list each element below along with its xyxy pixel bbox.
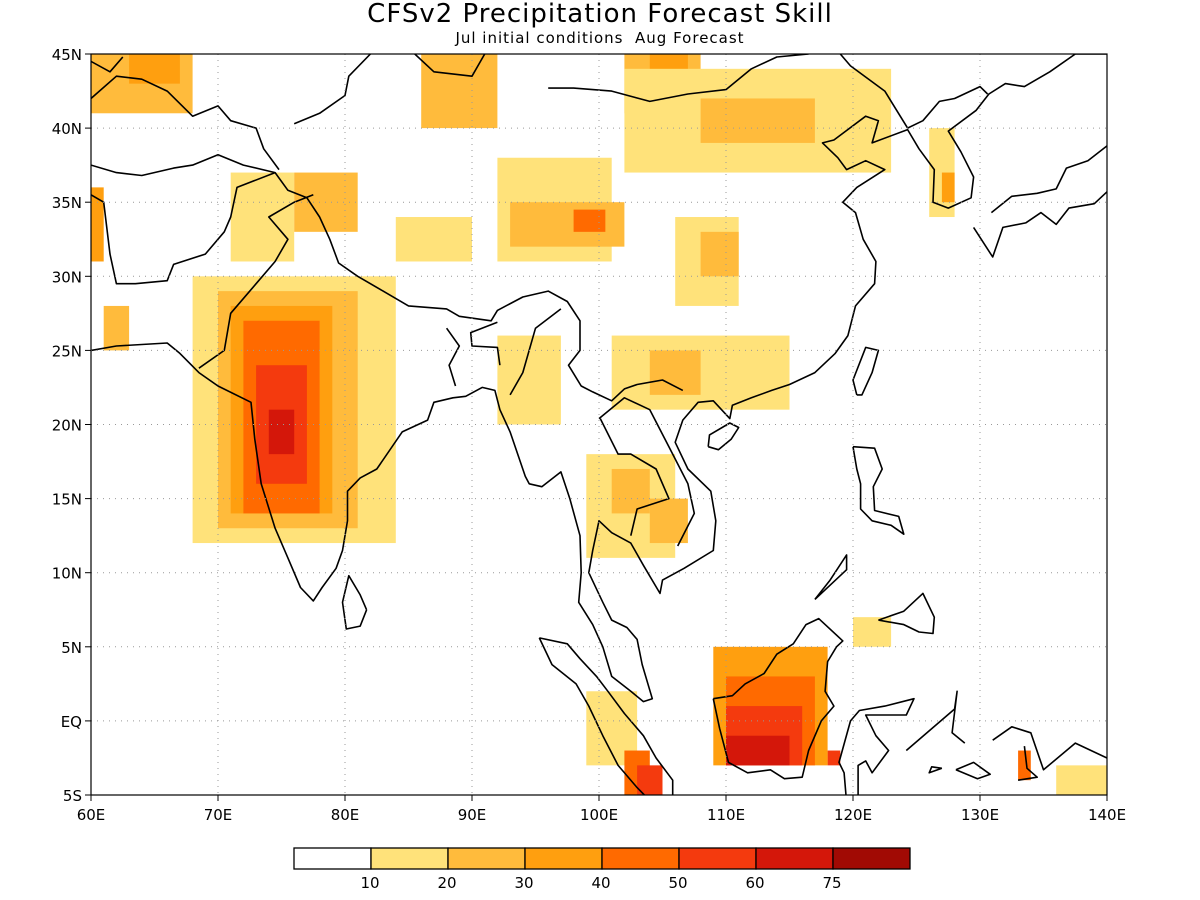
coastline-segment-25 [414,54,486,77]
coastline-segment-14 [91,154,684,402]
coastline-segment-27 [839,54,989,129]
y-tick-label: 25N [52,342,82,360]
y-tick-label: 10N [52,565,82,583]
coastline-segment-10 [852,346,880,396]
gridlines [91,54,1107,795]
skill-region-41 [1056,765,1107,795]
x-tick-label: 60E [77,806,106,824]
coastline-segment-9 [814,554,848,600]
x-tick-label: 70E [204,806,233,824]
skill-region-29 [611,468,650,514]
chart-subtitle: Jul initial conditions Aug Forecast [455,29,745,47]
skill-region-2 [421,54,498,129]
x-tick-label: 80E [331,806,360,824]
x-tick-label: 140E [1088,806,1126,824]
skill-region-32 [827,750,841,766]
coastline-segment-23 [91,56,124,73]
coastline-segment-6 [992,725,1107,771]
x-tick-label: 100E [580,806,618,824]
skill-region-30 [649,498,688,544]
y-tick-label: 20N [52,417,82,435]
x-tick-label: 120E [834,806,872,824]
y-tick-label: 45N [52,46,82,64]
coastline-segment-2 [538,637,674,795]
y-tick-label: 30N [52,268,82,286]
coastline-segment-12 [972,191,1107,258]
coastline-segment-22 [91,75,280,171]
x-tick-label: 90E [458,806,487,824]
x-tick-label: 110E [707,806,745,824]
skill-region-31 [853,617,892,647]
coastline-segment-5 [905,690,966,752]
skill-region-16 [941,172,955,203]
coastline-segment-0 [91,54,1107,703]
skill-region-39 [726,735,790,766]
coastline-segment-17 [445,327,461,387]
coastline-segment-4 [838,697,915,795]
coastline-segment-21 [599,418,670,536]
skill-region-18 [103,305,130,351]
coastline-segment-30 [955,761,992,780]
coastline-segment-15 [91,171,276,285]
coastline-segment-18 [469,321,501,366]
skill-region-17 [91,187,104,262]
coastline-segment-26 [548,54,809,103]
coastline-segment-29 [928,765,943,774]
coastline-segment-1 [341,574,368,630]
skill-region-12 [573,209,606,232]
skill-region-11 [510,202,625,247]
skill-region-27 [649,350,701,395]
skill-region-40 [1018,750,1031,781]
x-tick-label: 130E [961,806,999,824]
chart-title: CFSv2 Precipitation Forecast Skill [367,0,833,29]
coastline-segment-20 [598,396,696,547]
y-tick-label: 40N [52,120,82,138]
coastline-segment-7 [852,445,905,536]
skill-region-6 [700,98,815,143]
coastline-segment-28 [1017,746,1038,781]
latitude-tick-labels: 45N 40N 35N 30N 25N 20N 15N 10N 5N EQ 5S [52,46,91,805]
coastline-segment-11 [707,422,740,451]
y-tick-label: 35N [52,194,82,212]
skill-region-24 [268,409,295,455]
skill-region-35 [637,765,663,795]
coastline-segment-13 [990,145,1107,214]
coastline-segment-3 [712,617,844,780]
coastline-segment-24 [293,54,371,125]
coastline-segment-16 [198,194,314,369]
skill-region-14 [700,231,739,277]
y-tick-label: 5S [63,787,82,805]
coastline-segment-8 [878,592,936,635]
y-tick-label: 15N [52,491,82,509]
y-tick-label: EQ [61,713,82,731]
skill-region-9 [395,217,472,262]
longitude-tick-labels: 60E 70E 80E 90E 100E 110E 120E 130E 140E [77,795,1126,824]
coastlines [91,54,1107,795]
y-tick-label: 5N [61,639,82,657]
